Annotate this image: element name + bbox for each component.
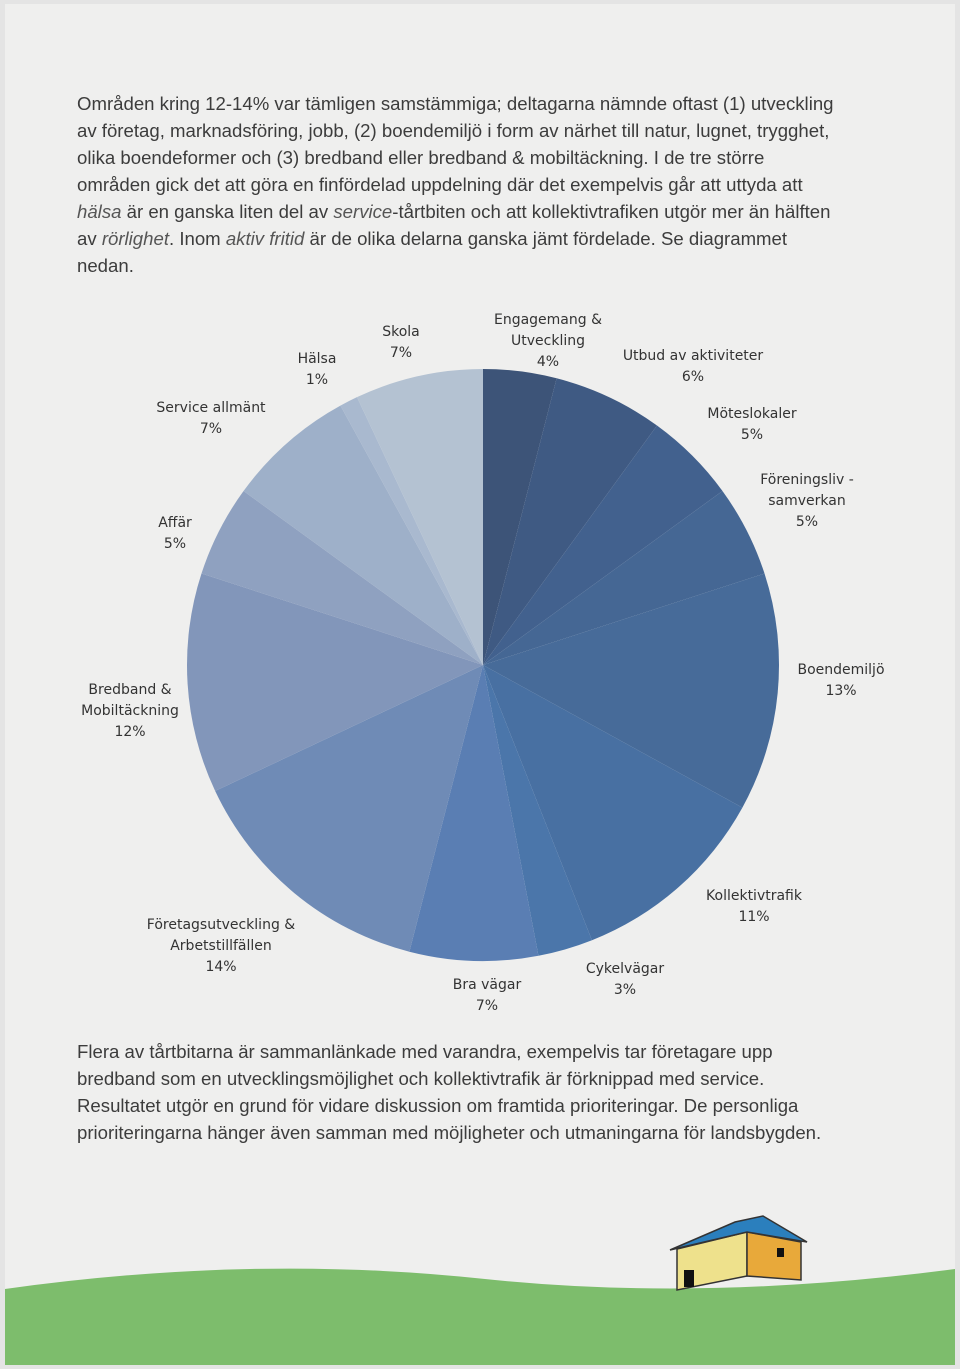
slice-value: 14%: [205, 959, 237, 975]
slice-name: Föreningsliv - samverkan: [760, 472, 854, 509]
italic-text: service: [333, 201, 393, 222]
page: Områden kring 12-14% var tämligen samstä…: [5, 4, 955, 1365]
pie-slice: [356, 369, 483, 665]
slice-value: 3%: [613, 982, 637, 998]
slice-label: Utbud av aktiviteter 6%: [613, 346, 773, 388]
slice-value: 6%: [681, 369, 705, 385]
slice-value: 7%: [199, 421, 223, 437]
pie-slice: [483, 665, 743, 941]
slice-label: Boendemiljö 13%: [786, 660, 896, 702]
pie-slice: [201, 491, 483, 665]
pie-slice: [215, 665, 483, 952]
slice-value: 12%: [114, 724, 146, 740]
pie-slice: [483, 378, 657, 665]
slice-name: Cykelvägar: [585, 961, 665, 977]
pie-slice: [483, 665, 592, 956]
text: Områden kring 12-14% var tämligen samstä…: [77, 93, 834, 195]
pie-slice: [483, 425, 723, 665]
text: . Inom: [169, 228, 226, 249]
slice-name: Bredband & Mobiltäckning: [81, 682, 179, 719]
slice-label: Bra vägar 7%: [442, 975, 532, 1017]
slice-name: Skola: [382, 324, 420, 340]
text: -tårtbiten och att kollektivtrafiken utg…: [77, 201, 831, 249]
slice-value: 1%: [305, 372, 329, 388]
house-roof: [669, 1215, 808, 1251]
outro-paragraph: Flera av tårtbitarna är sammanlänkade me…: [77, 1041, 822, 1143]
pie-slice: [409, 665, 539, 961]
hill: [5, 1268, 955, 1365]
slice-value: 5%: [795, 514, 819, 530]
slice-label: Bredband & Mobiltäckning 12%: [75, 680, 185, 743]
slice-name: Boendemiljö: [797, 662, 885, 678]
pie-slice: [186, 573, 483, 792]
slice-name: Möteslokaler: [707, 406, 797, 422]
text: är de olika delarna ganska jämt fördelad…: [77, 228, 788, 276]
slice-name: Kollektivtrafik: [706, 888, 802, 904]
pie-slice: [340, 397, 483, 665]
pie-slice: [483, 491, 765, 665]
slice-name: Bra vägar: [452, 977, 522, 993]
italic-text: hälsa: [77, 201, 122, 222]
slice-value: 11%: [738, 909, 770, 925]
slice-label: Skola 7%: [371, 322, 431, 364]
italic-text: aktiv fritid: [225, 228, 305, 249]
house-window: [777, 1248, 784, 1257]
slice-label: Möteslokaler 5%: [692, 404, 812, 446]
house-door: [684, 1270, 694, 1287]
pie-slice: [483, 369, 557, 665]
intro-paragraph: Områden kring 12-14% var tämligen samstä…: [77, 90, 837, 279]
landscape: [5, 1215, 955, 1365]
slice-label: Företagsutveckling & Arbetstillfällen 14%: [136, 915, 306, 978]
slice-label: Engagemang & Utveckling 4%: [488, 310, 608, 373]
slice-name: Hälsa: [297, 351, 337, 367]
slice-name: Företagsutveckling & Arbetstillfällen: [146, 917, 296, 954]
slice-label: Kollektivtrafik 11%: [694, 886, 814, 928]
pie-slice: [243, 405, 483, 665]
slice-label: Cykelvägar 3%: [565, 959, 685, 1001]
slice-value: 7%: [475, 998, 499, 1014]
italic-text: rörlighet: [101, 228, 169, 249]
text: är en ganska liten del av: [121, 201, 334, 222]
slice-label: Service allmänt 7%: [146, 398, 276, 440]
pie-chart: [186, 369, 779, 961]
slice-name: Utbud av aktiviteter: [622, 348, 764, 364]
slice-name: Service allmänt: [156, 400, 266, 416]
slice-value: 13%: [825, 683, 857, 699]
pie-slice: [483, 573, 779, 808]
slice-label: Affär 5%: [135, 513, 215, 555]
slice-label: Föreningsliv - samverkan 5%: [752, 470, 862, 533]
slice-value: 5%: [163, 536, 187, 552]
slice-value: 5%: [740, 427, 764, 443]
slice-value: 7%: [389, 345, 413, 361]
slice-value: 4%: [536, 354, 560, 370]
slice-name: Affär: [158, 515, 192, 531]
slice-name: Engagemang & Utveckling: [493, 312, 603, 349]
slice-label: Hälsa 1%: [287, 349, 347, 391]
